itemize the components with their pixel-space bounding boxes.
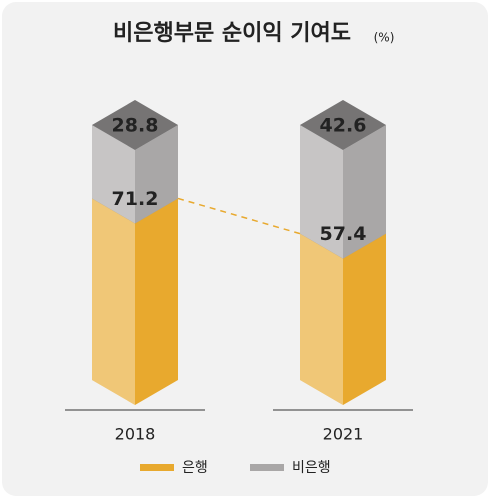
- x-tick-label: 2018: [115, 425, 156, 444]
- legend-label: 은행: [182, 460, 208, 476]
- legend-label: 비은행: [292, 460, 331, 476]
- bar-left-shade: [92, 125, 135, 224]
- bar-left-shade: [300, 233, 343, 405]
- bar-left-shade: [300, 125, 343, 259]
- chart-title: 비은행부문 순이익 기여도: [113, 21, 351, 46]
- bar-left-face: [300, 125, 343, 259]
- chart-unit: (%): [374, 31, 395, 45]
- bar-top-shade: [92, 100, 178, 150]
- bar-right-face: [343, 233, 386, 405]
- bar-right-face: [343, 125, 386, 259]
- bar-top-shade: [300, 100, 386, 150]
- value-label: 71.2: [112, 188, 159, 210]
- x-tick-label: 2021: [323, 425, 364, 444]
- bar-left-shade: [92, 198, 135, 405]
- bar-left-face: [92, 198, 135, 405]
- bar-left-face: [92, 125, 135, 224]
- legend-swatch: [250, 464, 284, 471]
- legend-swatch: [140, 464, 174, 471]
- bar-right-face: [135, 198, 178, 405]
- bar-top-face: [300, 100, 386, 150]
- bar-left-face: [300, 233, 343, 405]
- bar-top-face: [92, 100, 178, 150]
- bar-right-face: [135, 125, 178, 224]
- value-label: 28.8: [112, 115, 159, 137]
- value-label: 42.6: [320, 115, 367, 137]
- value-label: 57.4: [320, 223, 367, 245]
